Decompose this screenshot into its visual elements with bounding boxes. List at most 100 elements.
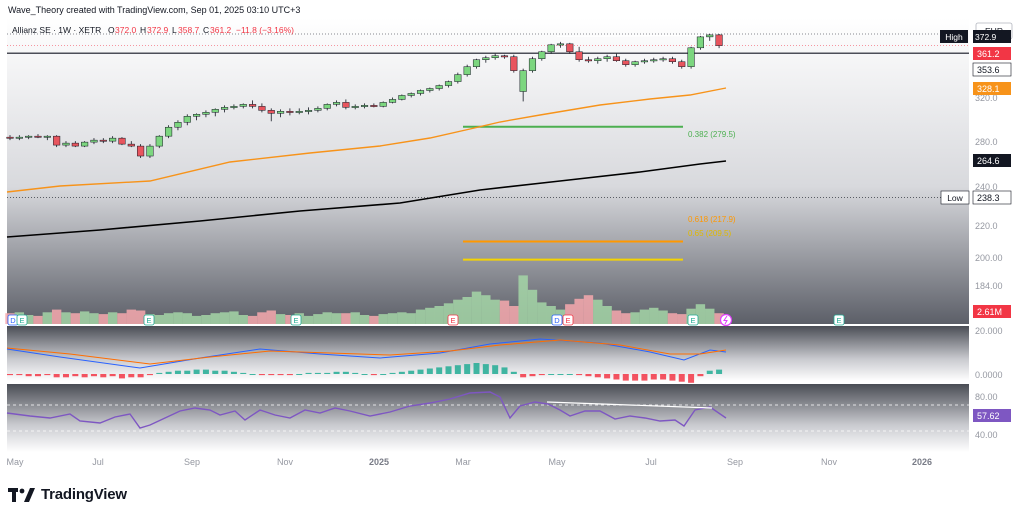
legend-o-label: O	[108, 25, 115, 35]
macd-hist-bar	[202, 369, 209, 374]
rsi-indicator	[6, 391, 969, 432]
macd-indicator	[6, 338, 727, 383]
candle-body	[482, 57, 490, 60]
legend-change: −11.8 (−3.16%)	[236, 25, 294, 35]
volume-bar	[387, 313, 398, 324]
candle-body	[696, 36, 704, 49]
macd-hist-bar	[277, 374, 284, 376]
candle-body	[193, 114, 201, 117]
macd-hist-bar	[482, 364, 489, 374]
legend-o-value: 372.0	[115, 25, 137, 35]
volume-bar	[415, 309, 426, 324]
volume-bar	[518, 275, 528, 324]
candle-body	[127, 143, 135, 147]
volume-bar	[42, 312, 53, 324]
macd-hist-bar	[62, 374, 69, 378]
volume-bar	[275, 314, 286, 324]
candle-body	[463, 66, 471, 75]
candle-body	[687, 47, 695, 67]
macd-hist-bar	[697, 374, 704, 377]
candle-body	[71, 142, 79, 147]
macd-hist-bar	[314, 372, 321, 374]
macd-hist-bar	[146, 374, 153, 376]
high-tag-label: High	[945, 32, 963, 42]
volume-bar	[602, 306, 612, 324]
rsi-divergence-line	[546, 401, 713, 409]
volume-bar	[23, 315, 34, 324]
volume-bar	[229, 311, 239, 324]
event-marker-label: D	[554, 316, 560, 325]
volume-bar	[630, 312, 640, 324]
candle-body	[333, 102, 341, 105]
candle-body	[202, 112, 210, 115]
volume-bar	[509, 306, 519, 324]
candle-body	[146, 145, 154, 157]
macd-hist-bar	[380, 374, 387, 375]
candle-body	[99, 139, 107, 142]
candle-body	[659, 58, 667, 61]
macd-hist-bar	[641, 374, 648, 381]
high-value-tag	[973, 30, 1011, 43]
time-tick: Sep	[184, 457, 200, 467]
volume-bar	[667, 313, 678, 324]
candle-body	[249, 104, 257, 107]
volume-bar	[89, 313, 99, 324]
volume-bar	[677, 314, 687, 324]
brand-name: TradingView	[41, 486, 127, 503]
price-tick-184: 184.00	[975, 281, 1003, 291]
candle-body	[34, 135, 42, 138]
last-price-tag	[973, 47, 1011, 60]
volume-bar	[173, 312, 183, 324]
candle-body	[416, 90, 425, 94]
macd-hist-bar	[137, 374, 144, 378]
candle-body	[556, 43, 565, 46]
macd-hist-bar	[417, 369, 424, 374]
volume-bar	[238, 315, 248, 324]
macd-hist-bar	[240, 372, 247, 374]
price-tick-220: 220.0	[975, 221, 998, 231]
macd-hist-bar	[212, 370, 219, 374]
macd-hist-bar	[557, 374, 564, 375]
macd-hist-bar	[72, 374, 79, 377]
volume-bar	[546, 306, 556, 324]
event-marker-label: E	[690, 316, 695, 325]
volume-bar	[593, 299, 603, 324]
macd-hist-bar	[566, 374, 573, 375]
macd-hist-bar	[118, 374, 125, 379]
macd-hist-bar	[174, 370, 181, 374]
volume-bar	[471, 291, 482, 324]
volume-bar	[359, 315, 370, 324]
macd-hist-bar	[678, 374, 685, 382]
volume-bar	[658, 310, 668, 324]
macd-hist-bar	[370, 374, 377, 376]
volume-bar	[285, 315, 295, 324]
macd-hist-bar	[128, 374, 135, 378]
macd-hist-bar	[501, 367, 508, 374]
candle-body	[342, 102, 350, 108]
volume-bar	[695, 304, 706, 324]
price-tick-200: 200.00	[975, 253, 1003, 263]
macd-hist-bar	[25, 374, 32, 377]
volume-bar	[201, 315, 211, 324]
sma-line	[6, 160, 727, 238]
macd-line	[6, 338, 727, 369]
low-tag-label: Low	[947, 193, 963, 203]
candle-body	[258, 106, 266, 111]
candle-body	[277, 111, 285, 114]
candle-body	[155, 135, 163, 147]
macd-hist-bar	[34, 374, 41, 377]
candle-body	[715, 34, 723, 46]
volume-value: 2.61M	[977, 307, 1002, 317]
macd-hist-bar	[305, 372, 312, 374]
macd-hist-bar	[594, 374, 601, 378]
low-value-tag	[972, 190, 1012, 205]
macd-tick-20: 20.000	[975, 326, 1003, 336]
volume-bar	[182, 313, 192, 324]
macd-hist-bar	[352, 372, 359, 374]
event-marker-label: E	[565, 316, 570, 325]
volume-bar	[481, 295, 491, 324]
candle-body	[547, 44, 555, 53]
macd-hist-bar	[492, 365, 499, 374]
